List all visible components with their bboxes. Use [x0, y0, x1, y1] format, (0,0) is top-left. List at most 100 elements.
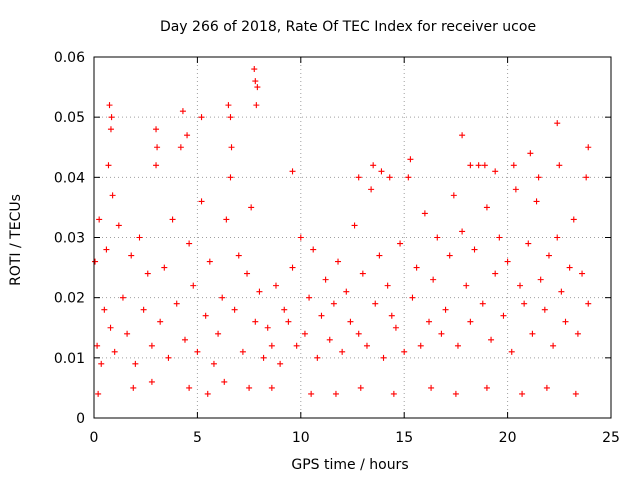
- data-point: [504, 258, 511, 265]
- data-point: [215, 330, 222, 337]
- data-point: [184, 132, 191, 139]
- data-point: [535, 174, 542, 181]
- data-point: [467, 162, 474, 169]
- data-point: [227, 114, 234, 121]
- data-point: [254, 84, 261, 91]
- x-tick-label: 5: [193, 430, 202, 446]
- data-point: [306, 294, 313, 301]
- y-tick-label: 0.03: [54, 231, 85, 247]
- data-point: [115, 222, 122, 229]
- y-tick-label: 0.05: [54, 110, 85, 126]
- data-point: [210, 360, 217, 367]
- data-point: [179, 108, 186, 115]
- data-point: [231, 306, 238, 313]
- data-point: [204, 390, 211, 397]
- data-point: [289, 264, 296, 271]
- data-point: [140, 306, 147, 313]
- data-point: [378, 168, 385, 175]
- data-point: [101, 306, 108, 313]
- data-point: [330, 300, 337, 307]
- data-point: [103, 246, 110, 253]
- data-point: [154, 144, 161, 151]
- data-point: [529, 330, 536, 337]
- y-tick-label: 0.06: [54, 50, 85, 66]
- data-point: [301, 330, 308, 337]
- data-point: [124, 330, 131, 337]
- data-point: [92, 258, 99, 265]
- data-point: [252, 78, 259, 85]
- data-point: [541, 306, 548, 313]
- data-point: [289, 168, 296, 175]
- data-point: [492, 270, 499, 277]
- data-point: [223, 216, 230, 223]
- data-point: [421, 210, 428, 217]
- data-point: [363, 342, 370, 349]
- y-axis-label: ROTI / TECUs: [8, 194, 24, 286]
- data-point: [239, 348, 246, 355]
- data-point: [533, 198, 540, 205]
- data-point: [173, 300, 180, 307]
- data-point: [572, 390, 579, 397]
- data-point: [277, 360, 284, 367]
- data-point: [186, 240, 193, 247]
- data-point: [388, 312, 395, 319]
- data-point: [488, 336, 495, 343]
- data-point: [384, 282, 391, 289]
- data-point: [401, 348, 408, 355]
- data-point: [467, 318, 474, 325]
- data-point: [579, 270, 586, 277]
- data-point: [438, 330, 445, 337]
- data-point: [392, 324, 399, 331]
- y-tick-label: 0.02: [54, 291, 85, 307]
- data-point: [512, 186, 519, 193]
- data-point: [244, 270, 251, 277]
- data-point: [492, 168, 499, 175]
- data-point: [322, 276, 329, 283]
- data-point: [496, 234, 503, 241]
- data-point: [153, 126, 160, 133]
- data-point: [198, 198, 205, 205]
- data-point: [426, 318, 433, 325]
- data-point: [260, 354, 267, 361]
- data-point: [132, 360, 139, 367]
- data-point: [459, 228, 466, 235]
- data-point: [190, 282, 197, 289]
- data-point: [107, 324, 114, 331]
- data-point: [228, 144, 235, 151]
- data-point: [144, 270, 151, 277]
- data-point: [343, 288, 350, 295]
- data-point: [148, 342, 155, 349]
- data-point: [268, 342, 275, 349]
- data-point: [310, 246, 317, 253]
- data-point: [219, 294, 226, 301]
- data-point: [351, 222, 358, 229]
- data-point: [326, 336, 333, 343]
- data-point: [543, 384, 550, 391]
- data-point: [428, 384, 435, 391]
- data-point: [264, 324, 271, 331]
- data-point: [554, 120, 561, 127]
- data-point: [136, 234, 143, 241]
- data-point: [96, 216, 103, 223]
- data-point: [281, 306, 288, 313]
- data-point: [471, 246, 478, 253]
- data-point: [483, 384, 490, 391]
- data-point: [248, 204, 255, 211]
- data-point: [268, 384, 275, 391]
- data-point: [454, 342, 461, 349]
- data-point: [585, 144, 592, 151]
- data-point: [332, 390, 339, 397]
- data-point: [550, 342, 557, 349]
- data-point: [314, 354, 321, 361]
- data-point: [380, 354, 387, 361]
- data-point: [109, 192, 116, 199]
- data-point: [481, 162, 488, 169]
- data-point: [413, 264, 420, 271]
- data-point: [527, 150, 534, 157]
- x-tick-label: 25: [602, 430, 620, 446]
- data-point: [417, 342, 424, 349]
- data-point: [390, 390, 397, 397]
- data-point: [368, 186, 375, 193]
- data-point: [562, 318, 569, 325]
- data-point: [442, 306, 449, 313]
